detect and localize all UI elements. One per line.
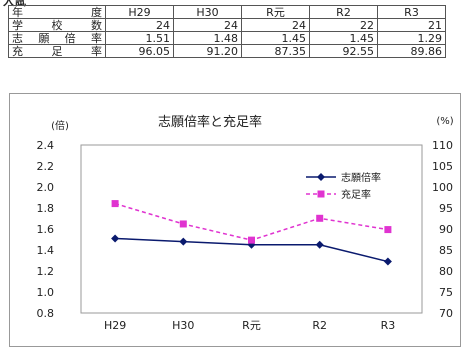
table-row: 充足率 96.05 91.20 87.35 92.55 89.86 bbox=[8, 44, 446, 58]
table-cell: 1.48 bbox=[173, 31, 242, 45]
table-row: 志願倍率 1.51 1.48 1.45 1.45 1.29 bbox=[8, 31, 446, 45]
series-line bbox=[114, 202, 389, 241]
right-tick-label: 95 bbox=[439, 202, 453, 215]
right-tick-label: 90 bbox=[439, 223, 453, 236]
data-point bbox=[316, 214, 324, 222]
row-label: 充足率 bbox=[8, 44, 106, 58]
table-cell: 1.45 bbox=[241, 31, 310, 45]
left-tick-label: 0.8 bbox=[37, 307, 55, 320]
column-header: R2 bbox=[309, 5, 378, 19]
left-tick-label: 1.0 bbox=[37, 286, 55, 299]
table-cell: 24 bbox=[173, 18, 242, 32]
table-cell: 89.86 bbox=[377, 44, 446, 58]
legend-marker bbox=[317, 173, 325, 181]
right-tick-label: 70 bbox=[439, 307, 453, 320]
chart-frame: 志願倍率と充足率 (倍) (%) 0.8 1.0 1.2 1.4 1.6 1.8 2.0 2.… bbox=[9, 93, 461, 347]
right-axis-label: (%) bbox=[436, 116, 453, 127]
data-point bbox=[384, 226, 392, 234]
x-tick-label: R元 bbox=[242, 319, 261, 332]
plot-area bbox=[80, 144, 423, 314]
x-tick-label: H30 bbox=[172, 319, 194, 332]
x-tick-label: R2 bbox=[312, 319, 327, 332]
table-cell: 22 bbox=[309, 18, 378, 32]
data-point bbox=[179, 220, 187, 228]
table-cell: 1.45 bbox=[309, 31, 378, 45]
right-tick-label: 75 bbox=[439, 286, 453, 299]
x-axis-ticks: H29 H30 R元 R2 R3 bbox=[104, 319, 395, 332]
left-tick-label: 2.0 bbox=[37, 181, 55, 194]
section-heading: 入試 bbox=[3, 0, 27, 8]
column-header: H30 bbox=[173, 5, 242, 19]
left-tick-label: 2.4 bbox=[37, 139, 55, 152]
header-label: 年度 bbox=[8, 5, 106, 19]
right-tick-label: 105 bbox=[432, 160, 453, 173]
data-point bbox=[383, 257, 392, 266]
left-tick-label: 1.2 bbox=[37, 265, 55, 278]
left-tick-label: 1.4 bbox=[37, 244, 55, 257]
left-tick-label: 1.8 bbox=[37, 202, 55, 215]
legend-label: 志願倍率 bbox=[341, 171, 381, 184]
left-tick-label: 2.2 bbox=[37, 160, 55, 173]
stats-table: 年度 H29 H30 R元 R2 R3 学校数 24 24 24 22 21 志… bbox=[8, 5, 446, 58]
table-cell: 1.29 bbox=[377, 31, 446, 45]
table-row: 学校数 24 24 24 22 21 bbox=[8, 18, 446, 32]
column-header: R元 bbox=[241, 5, 310, 19]
row-label: 志願倍率 bbox=[8, 31, 106, 45]
legend-marker bbox=[317, 190, 325, 198]
line-chart: 志願倍率と充足率 (倍) (%) 0.8 1.0 1.2 1.4 1.6 1.8 2.0 2.… bbox=[37, 114, 454, 332]
legend-box bbox=[300, 166, 398, 206]
chart-title: 志願倍率と充足率 bbox=[158, 114, 262, 130]
right-axis-ticks: 70 75 80 85 90 95 100 105 110 bbox=[432, 139, 453, 320]
column-header: R3 bbox=[377, 5, 446, 19]
data-point bbox=[111, 200, 119, 208]
table-cell: 87.35 bbox=[241, 44, 310, 58]
left-tick-label: 1.6 bbox=[37, 223, 55, 236]
table-cell: 1.51 bbox=[105, 31, 174, 45]
table-cell: 24 bbox=[241, 18, 310, 32]
column-header: H29 bbox=[105, 5, 174, 19]
series-layer bbox=[111, 200, 392, 266]
right-tick-label: 100 bbox=[432, 181, 453, 194]
left-axis-label: (倍) bbox=[51, 119, 69, 132]
right-tick-label: 80 bbox=[439, 265, 453, 278]
table-cell: 21 bbox=[377, 18, 446, 32]
table-header-row: 年度 H29 H30 R元 R2 R3 bbox=[8, 5, 446, 19]
data-point bbox=[248, 236, 255, 244]
right-tick-label: 85 bbox=[439, 244, 453, 257]
table-cell: 92.55 bbox=[309, 44, 378, 58]
data-point bbox=[111, 234, 120, 243]
right-tick-label: 110 bbox=[432, 139, 453, 152]
table-cell: 91.20 bbox=[173, 44, 242, 58]
x-tick-label: H29 bbox=[104, 319, 126, 332]
left-axis-ticks: 0.8 1.0 1.2 1.4 1.6 1.8 2.0 2.2 2.4 bbox=[37, 139, 55, 320]
row-label: 学校数 bbox=[8, 18, 106, 32]
table-cell: 96.05 bbox=[105, 44, 174, 58]
legend-label: 充足率 bbox=[341, 188, 371, 201]
data-point bbox=[179, 237, 188, 246]
data-point bbox=[315, 240, 324, 249]
x-tick-label: R3 bbox=[381, 319, 396, 332]
table-cell: 24 bbox=[105, 18, 174, 32]
